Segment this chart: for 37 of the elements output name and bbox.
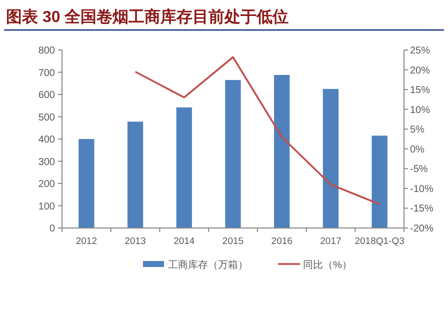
y2-tick-label: 15% — [410, 85, 430, 96]
y2-tick-label: -10% — [410, 184, 434, 195]
x-tick-label: 2012 — [76, 236, 97, 247]
x-tick-label: 2014 — [174, 236, 195, 247]
y-tick-label: 800 — [38, 46, 56, 56]
x-tick-label: 2016 — [271, 236, 292, 247]
y2-tick-label: 10% — [410, 104, 430, 116]
y-tick-label: 0 — [49, 224, 56, 234]
y-tick-label: 400 — [38, 134, 56, 146]
y-tick-label: 700 — [38, 68, 56, 79]
y-tick-label: 500 — [38, 112, 56, 124]
y-tick-label: 600 — [38, 90, 56, 101]
bar — [225, 80, 241, 228]
x-tick-label: 2015 — [222, 236, 244, 247]
bar — [78, 139, 94, 228]
y-tick-label: 200 — [38, 179, 56, 190]
x-tick-label: 2013 — [124, 236, 146, 247]
y2-tick-label: 0% — [410, 144, 425, 156]
x-tick-label: 2018Q1-Q3 — [354, 236, 404, 247]
y2-tick-label: -15% — [410, 204, 434, 215]
bar — [127, 122, 144, 228]
y2-tick-label: 25% — [410, 46, 430, 56]
chart-title: 图表 30 全国卷烟工商库存目前处于低位 — [6, 8, 289, 26]
line-series — [134, 56, 380, 206]
y-tick-label: 100 — [38, 201, 56, 212]
x-tick-label: 2017 — [320, 236, 342, 247]
bar — [322, 88, 339, 228]
bar — [176, 107, 192, 228]
bar — [274, 74, 290, 228]
legend-label: 同比（%） — [303, 259, 352, 271]
y-tick-label: 300 — [38, 156, 56, 168]
bar — [372, 136, 388, 228]
legend-label: 工商库存（万箱） — [168, 259, 248, 271]
y2-tick-label: 5% — [410, 124, 425, 136]
y2-tick-label: -20% — [410, 224, 434, 234]
y2-tick-label: -5% — [410, 164, 428, 176]
y2-tick-label: 20% — [410, 65, 430, 76]
